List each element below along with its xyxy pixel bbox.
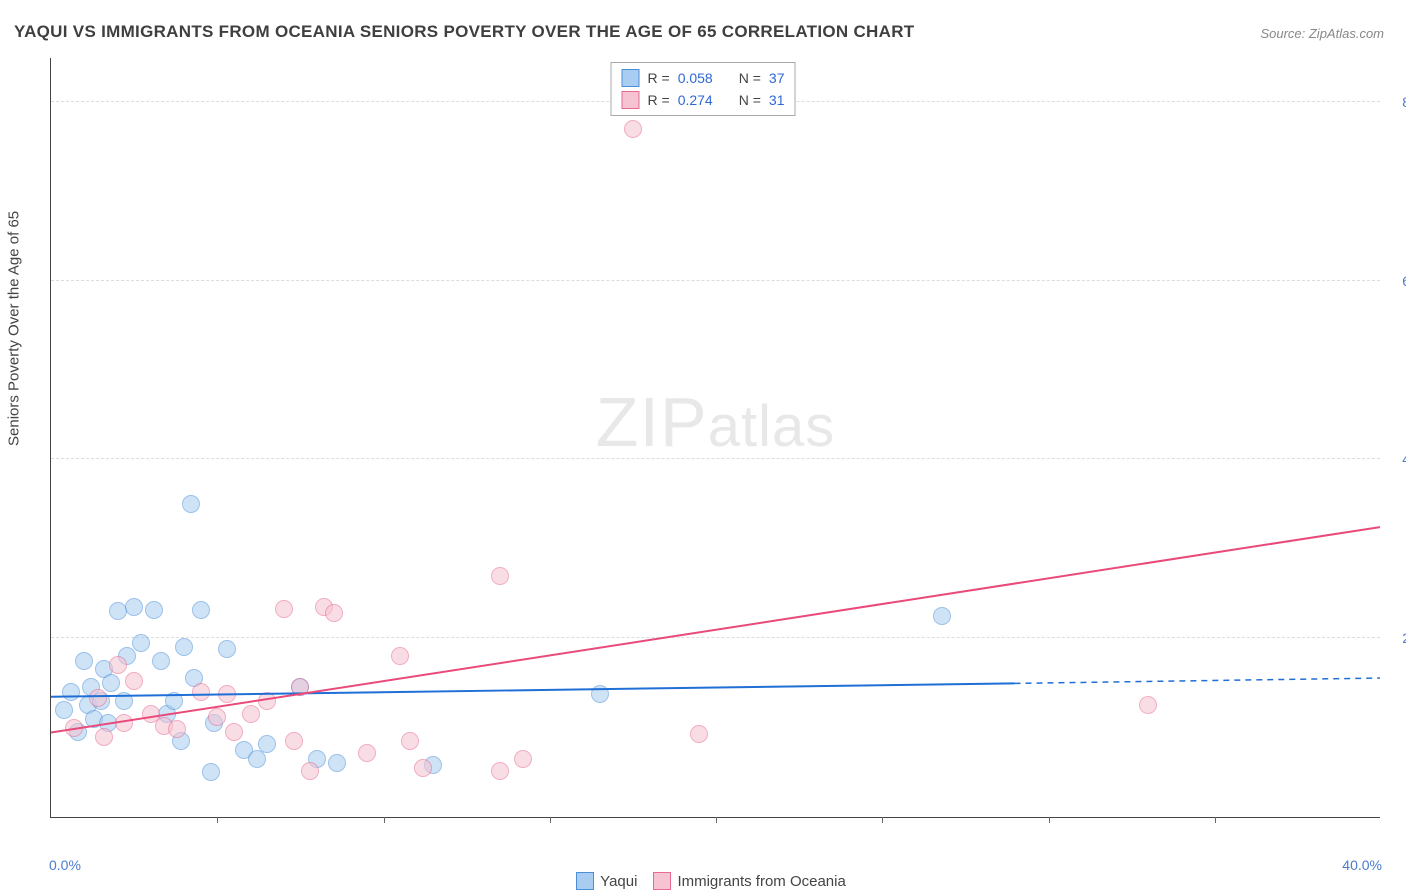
data-point: [125, 672, 143, 690]
data-point: [152, 652, 170, 670]
data-point: [414, 759, 432, 777]
x-tick-label: 40.0%: [1342, 857, 1382, 873]
legend-swatch: [653, 872, 671, 890]
legend-r-label: R =: [648, 70, 670, 86]
x-tick: [1215, 817, 1216, 823]
data-point: [391, 647, 409, 665]
plot-inner: 20.0%40.0%60.0%80.0%0.0%40.0%: [51, 58, 1380, 817]
y-tick-label: 80.0%: [1387, 94, 1406, 110]
source-attribution: Source: ZipAtlas.com: [1260, 26, 1384, 41]
data-point: [109, 602, 127, 620]
data-point: [115, 692, 133, 710]
x-tick-label: 0.0%: [49, 857, 81, 873]
data-point: [95, 728, 113, 746]
data-point: [624, 120, 642, 138]
data-point: [182, 495, 200, 513]
data-point: [145, 601, 163, 619]
gridline-h: [51, 637, 1380, 638]
x-tick: [1049, 817, 1050, 823]
data-point: [89, 689, 107, 707]
chart-title: YAQUI VS IMMIGRANTS FROM OCEANIA SENIORS…: [14, 22, 914, 42]
x-tick: [217, 817, 218, 823]
data-point: [75, 652, 93, 670]
legend-r-value: 0.058: [678, 70, 713, 86]
data-point: [165, 692, 183, 710]
data-point: [591, 685, 609, 703]
data-point: [291, 678, 309, 696]
data-point: [168, 720, 186, 738]
legend-label: Yaqui: [600, 873, 637, 890]
data-point: [65, 719, 83, 737]
data-point: [132, 634, 150, 652]
data-point: [285, 732, 303, 750]
y-tick-label: 60.0%: [1387, 273, 1406, 289]
legend-n-value: 31: [769, 92, 785, 108]
legend-swatch: [622, 69, 640, 87]
data-point: [62, 683, 80, 701]
y-tick-label: 40.0%: [1387, 451, 1406, 467]
legend-stat-row: R = 0.058 N = 37: [622, 67, 785, 89]
data-point: [358, 744, 376, 762]
data-point: [328, 754, 346, 772]
x-tick: [550, 817, 551, 823]
data-point: [275, 600, 293, 618]
legend-n-label: N =: [739, 70, 761, 86]
data-point: [192, 683, 210, 701]
data-point: [192, 601, 210, 619]
legend-swatch: [622, 91, 640, 109]
legend-stats: R = 0.058 N = 37 R = 0.274 N = 31: [611, 62, 796, 116]
data-point: [248, 750, 266, 768]
data-point: [175, 638, 193, 656]
data-point: [225, 723, 243, 741]
y-tick-label: 20.0%: [1387, 630, 1406, 646]
data-point: [102, 674, 120, 692]
data-point: [218, 640, 236, 658]
data-point: [208, 708, 226, 726]
legend-r-value: 0.274: [678, 92, 713, 108]
data-point: [258, 735, 276, 753]
legend-stat-row: R = 0.274 N = 31: [622, 89, 785, 111]
data-point: [202, 763, 220, 781]
data-point: [491, 762, 509, 780]
data-point: [109, 656, 127, 674]
gridline-h: [51, 458, 1380, 459]
data-point: [55, 701, 73, 719]
plot-area: ZIPatlas 20.0%40.0%60.0%80.0%0.0%40.0%: [50, 58, 1380, 818]
x-tick: [716, 817, 717, 823]
legend-series: Yaqui Immigrants from Oceania: [0, 872, 1406, 890]
legend-swatch: [576, 872, 594, 890]
legend-r-label: R =: [648, 92, 670, 108]
data-point: [514, 750, 532, 768]
data-point: [933, 607, 951, 625]
data-point: [125, 598, 143, 616]
data-point: [301, 762, 319, 780]
x-tick: [384, 817, 385, 823]
legend-label: Immigrants from Oceania: [677, 873, 845, 890]
legend-n-value: 37: [769, 70, 785, 86]
data-point: [1139, 696, 1157, 714]
data-point: [325, 604, 343, 622]
data-point: [491, 567, 509, 585]
y-axis-title: Seniors Poverty Over the Age of 65: [6, 211, 23, 446]
data-point: [115, 714, 133, 732]
data-point: [690, 725, 708, 743]
data-point: [242, 705, 260, 723]
gridline-h: [51, 280, 1380, 281]
data-point: [401, 732, 419, 750]
x-tick: [882, 817, 883, 823]
data-point: [258, 692, 276, 710]
legend-n-label: N =: [739, 92, 761, 108]
data-point: [218, 685, 236, 703]
